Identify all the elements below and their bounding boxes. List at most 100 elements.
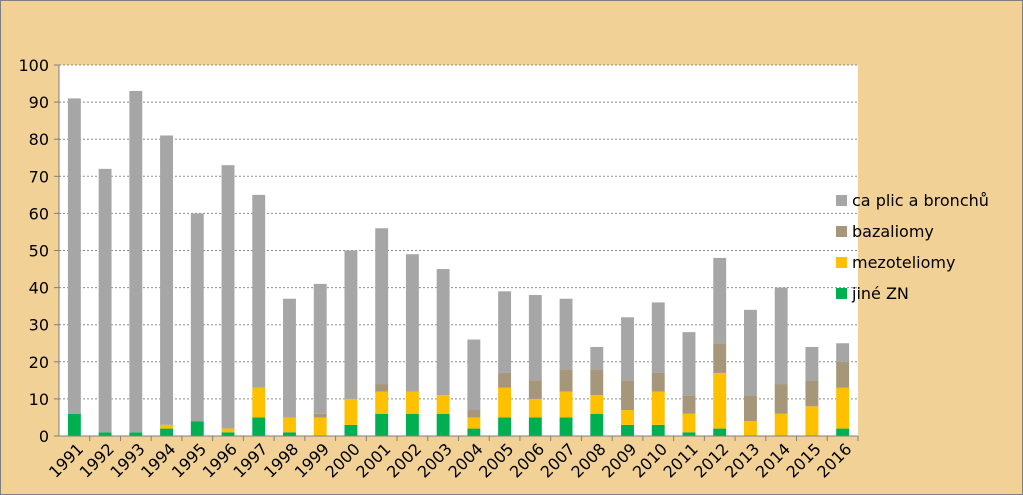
bar-segment	[621, 424, 634, 436]
bar-segment	[467, 410, 481, 418]
bar-segment	[774, 287, 788, 385]
legend-label: mezoteliomy	[852, 253, 955, 272]
bar-segment	[252, 417, 266, 436]
bar-segment	[743, 309, 757, 396]
bar-segment	[375, 228, 389, 385]
bar-segment	[528, 380, 542, 399]
bar-segment	[621, 317, 634, 381]
bar-segment	[405, 254, 419, 392]
x-tick-label: 2001	[352, 439, 394, 481]
bar-segment	[559, 369, 573, 392]
bar-segment	[283, 417, 296, 433]
x-tick-label: 2008	[567, 439, 609, 481]
bar-segment	[467, 339, 481, 411]
x-tick-label: 2007	[537, 439, 579, 481]
x-tick-label: 2004	[444, 439, 486, 481]
bar-segment	[190, 213, 204, 422]
legend-swatch	[836, 226, 847, 237]
y-tick-label: 20	[29, 353, 49, 372]
bar-segment	[682, 395, 696, 414]
bar-segment	[67, 413, 81, 436]
bar-segment	[160, 135, 174, 425]
bar-segment	[436, 413, 450, 436]
legend: ca plic a bronchů bazaliomy mezoteliomy jin…	[836, 191, 989, 303]
bar-segment	[98, 432, 112, 436]
x-tick-label: 2013	[721, 439, 763, 481]
x-tick-label: 1999	[291, 439, 333, 481]
bar-segment	[559, 298, 573, 370]
plot-area	[59, 65, 858, 436]
bar-segment	[160, 424, 174, 429]
legend-swatch	[836, 288, 847, 299]
legend-swatch	[836, 257, 847, 268]
bar-segment	[590, 346, 604, 370]
bar-segment	[67, 98, 81, 414]
bar-segment	[283, 432, 296, 436]
bar-segment	[559, 391, 573, 418]
bar-segment	[774, 413, 788, 436]
bar-segment	[313, 413, 327, 418]
bar-segment	[221, 432, 235, 436]
bar-segment	[129, 432, 143, 436]
legend-label: bazaliomy	[852, 222, 934, 241]
x-tick-label: 2015	[783, 439, 825, 481]
bar-segment	[713, 257, 727, 344]
bar-segment	[836, 428, 850, 436]
legend-label: jiné ZN	[851, 284, 909, 303]
x-tick-label: 2011	[660, 439, 702, 481]
bar-segment	[590, 413, 604, 436]
bar-segment	[528, 295, 542, 381]
bar-segment	[590, 395, 604, 414]
bar-segment	[498, 372, 512, 388]
bar-segment	[682, 432, 696, 436]
bar-segment	[590, 369, 604, 396]
y-tick-label: 0	[39, 427, 49, 446]
x-tick-label: 1992	[76, 439, 118, 481]
bar-segment	[375, 391, 389, 414]
bar-segment	[436, 269, 450, 396]
y-tick-label: 30	[29, 316, 49, 335]
bar-segment	[743, 395, 757, 422]
bar-segment	[498, 387, 512, 418]
x-tick-label: 1998	[260, 439, 302, 481]
bar-segment	[344, 398, 358, 425]
bar-segment	[621, 410, 634, 425]
bar-segment	[467, 417, 481, 429]
bar-segment	[160, 428, 174, 436]
bar-segment	[713, 343, 727, 373]
bar-segment	[713, 372, 727, 429]
x-axis-ticks: 1991199219931994199519961997199819992000…	[45, 436, 859, 482]
y-tick-label: 50	[29, 242, 49, 261]
bar-segment	[129, 90, 143, 433]
bar-segment	[836, 387, 850, 429]
x-tick-label: 1995	[168, 439, 210, 481]
y-tick-label: 40	[29, 279, 49, 298]
x-tick-label: 2012	[690, 439, 732, 481]
bar-segment	[713, 428, 727, 436]
x-tick-label: 1996	[199, 439, 241, 481]
bar-segment	[528, 398, 542, 418]
bar-segment	[651, 372, 665, 392]
x-tick-label: 2010	[629, 439, 671, 481]
x-tick-label: 2000	[322, 439, 364, 481]
bar-segment	[836, 343, 850, 362]
x-tick-label: 1991	[45, 439, 87, 481]
bar-segment	[252, 387, 266, 418]
bar-segment	[559, 417, 573, 436]
bar-segment	[651, 424, 665, 436]
bar-segment	[221, 428, 235, 433]
bar-segment	[805, 346, 819, 381]
y-axis-ticks: 0 10 20 30 40 50 60 70 80 90 100	[18, 56, 59, 446]
bar-segment	[528, 417, 542, 436]
x-tick-label: 2005	[475, 439, 517, 481]
bar-segment	[190, 421, 204, 436]
bar-segment	[467, 428, 481, 436]
x-tick-label: 2006	[506, 439, 548, 481]
bar-segment	[498, 417, 512, 436]
bar-segment	[805, 406, 819, 436]
y-tick-label: 60	[29, 204, 49, 223]
y-tick-label: 100	[18, 56, 49, 75]
y-tick-label: 80	[29, 130, 49, 149]
